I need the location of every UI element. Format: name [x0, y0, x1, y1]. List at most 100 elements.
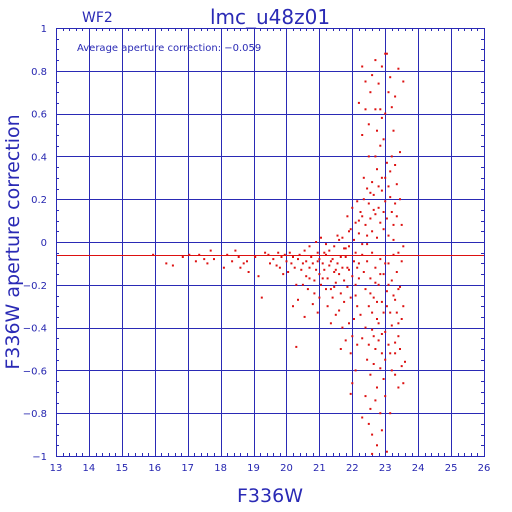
- data-point: [315, 241, 318, 243]
- data-point: [400, 223, 403, 226]
- data-point: [275, 264, 278, 267]
- data-point: [372, 296, 375, 299]
- data-point: [400, 260, 403, 263]
- data-point: [301, 262, 304, 265]
- data-point: [384, 176, 387, 179]
- data-point: [272, 258, 275, 261]
- data-point: [341, 326, 344, 329]
- data-point: [399, 151, 401, 154]
- data-point: [282, 273, 285, 276]
- data-point: [329, 322, 332, 325]
- data-point: [234, 249, 237, 252]
- data-point: [328, 264, 331, 267]
- data-point: [171, 264, 174, 267]
- data-point: [402, 245, 405, 248]
- data-point: [384, 358, 387, 361]
- data-point: [376, 444, 378, 447]
- data-point: [316, 251, 319, 254]
- data-point: [181, 256, 184, 258]
- data-point: [367, 155, 370, 158]
- y-tick-label: 0.8: [31, 67, 47, 78]
- data-point: [361, 215, 364, 218]
- data-point: [380, 176, 383, 179]
- data-point: [367, 422, 370, 425]
- data-point: [371, 311, 374, 314]
- data-point: [369, 292, 372, 295]
- data-point: [354, 294, 357, 297]
- data-point: [325, 253, 327, 256]
- data-point: [293, 266, 296, 269]
- data-point: [316, 311, 319, 314]
- data-point: [206, 262, 209, 265]
- data-point: [305, 275, 308, 278]
- data-point: [366, 187, 369, 190]
- data-point: [336, 262, 339, 265]
- data-point: [397, 322, 400, 325]
- data-point: [395, 271, 398, 273]
- data-point: [392, 223, 395, 226]
- data-point: [367, 305, 370, 308]
- data-point: [366, 358, 369, 361]
- data-point: [351, 206, 354, 209]
- data-point: [346, 266, 349, 269]
- data-point: [390, 106, 393, 109]
- y-tick-label: −0.2: [23, 281, 47, 292]
- data-point: [356, 305, 359, 308]
- data-point: [397, 67, 400, 70]
- data-point: [288, 251, 291, 254]
- grid-layer: [56, 28, 484, 456]
- data-point: [379, 412, 382, 415]
- data-point: [278, 266, 281, 269]
- data-point: [359, 313, 362, 316]
- data-point: [325, 288, 327, 291]
- data-point: [364, 80, 367, 83]
- data-point: [389, 170, 392, 173]
- data-point: [267, 253, 270, 256]
- data-point: [257, 275, 260, 278]
- data-point: [395, 215, 398, 218]
- data-point: [298, 253, 301, 256]
- data-point: [400, 318, 403, 320]
- data-point: [395, 183, 398, 186]
- data-point: [361, 416, 364, 419]
- data-point: [376, 129, 378, 132]
- data-point: [367, 123, 370, 126]
- data-point: [380, 189, 383, 192]
- data-point: [331, 258, 334, 261]
- data-point: [380, 116, 383, 119]
- data-point: [387, 262, 390, 265]
- data-point: [384, 112, 387, 115]
- data-point: [333, 285, 336, 288]
- data-point: [384, 395, 387, 398]
- data-point: [387, 283, 390, 286]
- data-point: [344, 247, 347, 250]
- x-tick-label: 21: [313, 463, 326, 474]
- data-point: [382, 311, 385, 314]
- data-point: [374, 266, 377, 269]
- data-point: [397, 335, 400, 338]
- data-point: [389, 196, 392, 199]
- data-point: [331, 296, 334, 299]
- data-point: [377, 185, 380, 188]
- data-point: [349, 392, 352, 395]
- data-point: [362, 198, 365, 201]
- data-point: [379, 367, 382, 370]
- data-point: [287, 271, 290, 273]
- data-point: [325, 243, 327, 246]
- data-point: [334, 313, 337, 316]
- data-point: [277, 251, 280, 254]
- data-point: [334, 281, 337, 284]
- data-point: [354, 221, 357, 224]
- plot-frame: [56, 28, 485, 457]
- data-point: [390, 324, 393, 327]
- data-point: [361, 253, 364, 256]
- data-point: [379, 258, 382, 261]
- data-point: [338, 273, 341, 276]
- data-point: [329, 260, 332, 263]
- data-point: [382, 211, 385, 213]
- data-point: [392, 253, 395, 256]
- data-point: [385, 217, 388, 220]
- data-point: [384, 262, 387, 265]
- data-point: [379, 144, 382, 147]
- y-tick-label: 1: [41, 24, 47, 35]
